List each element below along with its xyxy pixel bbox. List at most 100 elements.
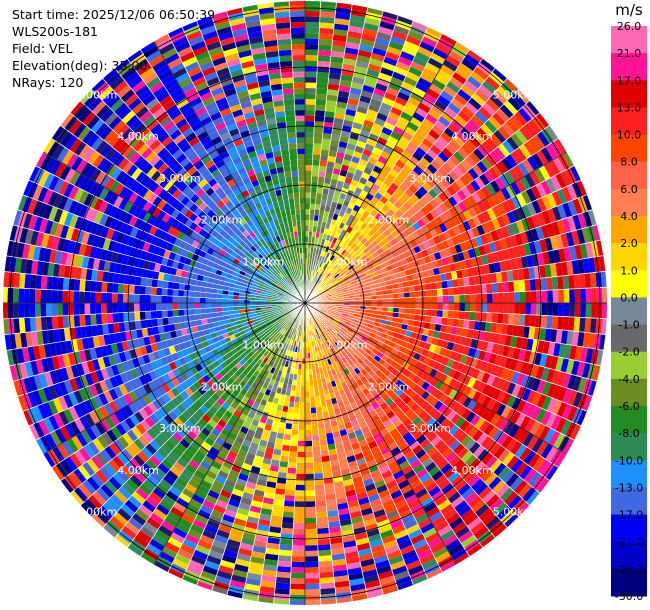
radar-gate: [328, 409, 336, 417]
radar-gate: [305, 523, 317, 529]
radar-gate: [373, 42, 389, 52]
radar-gate: [291, 572, 305, 579]
radar-gate: [330, 178, 338, 186]
radar-gate: [266, 322, 273, 328]
radar-gate: [294, 335, 299, 342]
radar-gate: [312, 434, 320, 441]
radar-gate: [329, 287, 336, 292]
radar-gate: [285, 389, 292, 396]
radar-gate: [582, 394, 593, 411]
radar-gate: [233, 422, 243, 431]
radar-gate: [433, 170, 445, 182]
radar-gate: [531, 377, 541, 392]
radar-gate: [562, 438, 575, 454]
radar-gate: [222, 303, 228, 308]
radar-gate: [367, 221, 376, 229]
radar-gate: [491, 217, 501, 230]
radar-gate: [259, 321, 266, 326]
radar-gate: [301, 363, 305, 370]
radar-gate: [371, 299, 377, 303]
radar-gate: [250, 353, 257, 361]
radar-gate: [309, 214, 315, 221]
radar-gate: [448, 170, 460, 182]
radar-gate: [294, 318, 299, 324]
radar-gate: [546, 383, 557, 398]
radar-gate: [180, 381, 189, 391]
radar-gate: [278, 311, 285, 315]
radar-gate: [393, 451, 405, 461]
radar-gate: [421, 457, 434, 468]
radar-gate: [242, 421, 252, 430]
radar-gate: [431, 470, 444, 482]
radar-gate: [326, 334, 332, 341]
radar-gate: [319, 566, 334, 573]
radar-gate: [333, 319, 339, 325]
radar-gate: [342, 224, 350, 232]
radar-gate: [313, 467, 323, 474]
radar-gate: [376, 519, 390, 529]
radar-gate: [346, 36, 361, 45]
radar-gate: [298, 418, 305, 425]
radar-gate: [410, 193, 420, 204]
radar-gate: [59, 425, 72, 441]
radar-gate: [280, 388, 287, 395]
radar-gate: [320, 199, 327, 206]
radar-gate: [235, 454, 246, 463]
radar-gate: [260, 374, 268, 382]
radar-gate: [457, 394, 468, 405]
radar-gate: [285, 325, 290, 332]
radar-gate: [434, 99, 448, 112]
radar-gate: [399, 50, 415, 62]
radar-gate: [386, 46, 402, 56]
radar-gate: [340, 249, 347, 256]
radar-gate: [344, 421, 353, 429]
radar-gate: [552, 384, 562, 400]
radar-gate: [422, 476, 435, 488]
radar-gate: [343, 323, 350, 328]
radar-gate: [335, 491, 347, 500]
radar-gate: [36, 438, 48, 454]
radar-gate: [310, 198, 316, 205]
radar-gate: [328, 520, 341, 528]
radar-gate: [370, 427, 380, 436]
radar-gate: [305, 88, 316, 94]
radar-gate: [292, 418, 299, 425]
radar-gate: [305, 43, 319, 50]
radar-gate: [375, 160, 385, 170]
radar-gate: [150, 311, 157, 320]
radar-gate: [298, 330, 301, 337]
radar-gate: [332, 213, 339, 221]
radar-gate: [321, 455, 331, 463]
radar-gate: [321, 284, 327, 289]
radar-gate: [355, 248, 363, 255]
radar-gate: [447, 123, 460, 135]
radar-gate: [379, 319, 387, 325]
radar-gate: [338, 320, 345, 326]
radar-gate: [86, 458, 100, 473]
radar-gate: [475, 359, 484, 370]
radar-gate: [382, 97, 395, 107]
radar-gate: [488, 476, 502, 490]
radar-gate: [112, 283, 119, 294]
radar-gate: [341, 242, 348, 250]
radar-gate: [401, 192, 411, 202]
radar-gate: [424, 133, 437, 145]
radar-gate: [258, 518, 271, 527]
radar-gate: [162, 494, 176, 507]
radar-gate: [305, 33, 319, 39]
radar-gate: [197, 509, 211, 520]
radar-gate: [530, 303, 537, 315]
radar-gate: [565, 231, 575, 247]
radar-gate: [84, 291, 91, 303]
radar-gate: [244, 348, 252, 355]
radar-gate: [565, 359, 575, 374]
radar-gate: [423, 442, 435, 453]
radar-gate: [273, 598, 290, 605]
radar-gate: [318, 261, 324, 268]
radar-gate: [336, 497, 348, 505]
radar-gate: [411, 151, 423, 162]
radar-gate: [463, 122, 477, 136]
radar-gate: [332, 321, 338, 326]
radar-gate: [326, 295, 333, 299]
radar-gate: [563, 246, 572, 262]
